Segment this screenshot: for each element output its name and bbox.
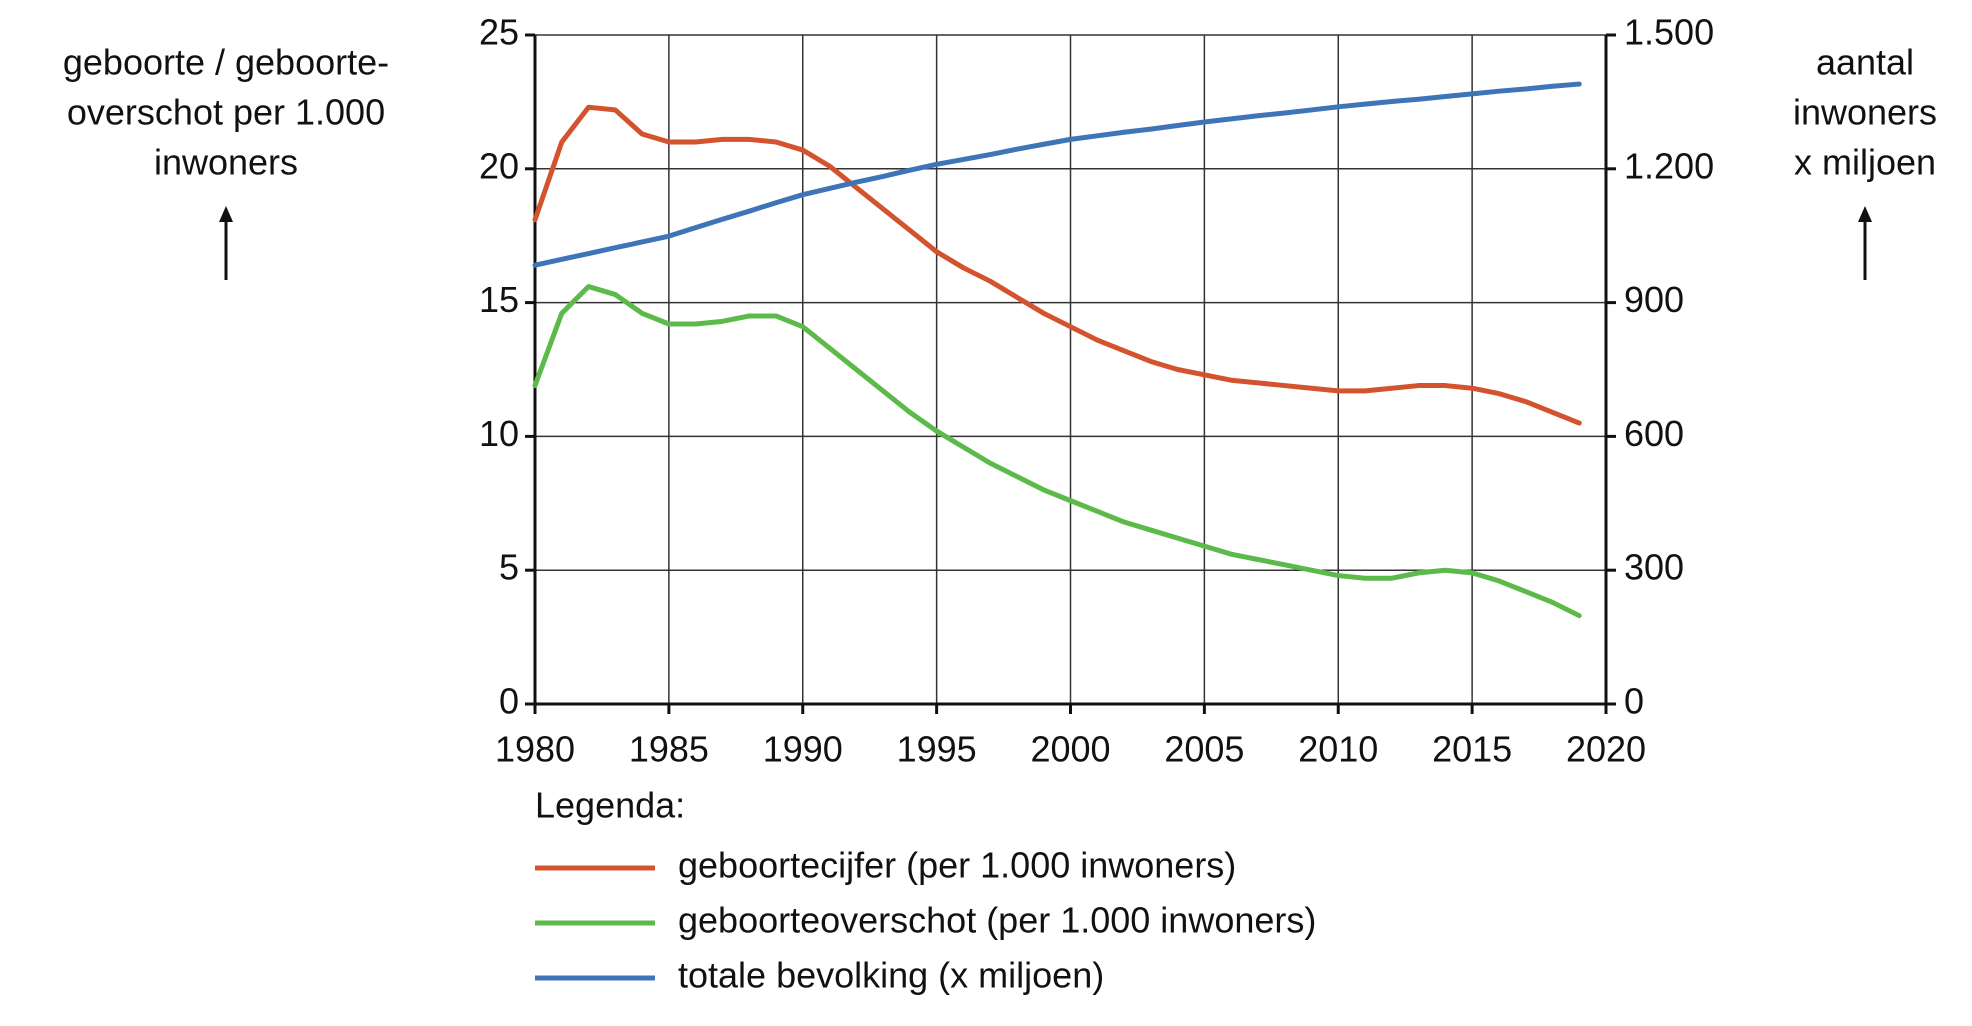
y-axis-label: geboorte / geboorte- — [63, 42, 389, 83]
y2-axis-label: x miljoen — [1794, 142, 1936, 183]
x-tick-label: 1980 — [495, 729, 575, 770]
x-tick-label: 1995 — [897, 729, 977, 770]
x-tick-label: 2005 — [1164, 729, 1244, 770]
x-tick-label: 1990 — [763, 729, 843, 770]
y-tick-label: 0 — [499, 681, 519, 722]
y-tick-label: 25 — [479, 12, 519, 53]
data-line — [532, 81, 1582, 268]
data-line — [532, 284, 1582, 619]
data-line — [532, 104, 1582, 426]
y-tick-label: 10 — [479, 413, 519, 454]
y2-tick-label: 300 — [1624, 547, 1684, 588]
y2-tick-label: 1.200 — [1624, 145, 1714, 186]
y2-tick-label: 900 — [1624, 279, 1684, 320]
y2-tick-label: 0 — [1624, 681, 1644, 722]
legend-label: totale bevolking (x miljoen) — [678, 955, 1104, 996]
y2-tick-label: 1.500 — [1624, 12, 1714, 53]
y2-axis-label: aantal — [1816, 42, 1914, 83]
x-tick-label: 1985 — [629, 729, 709, 770]
x-tick-label: 2010 — [1298, 729, 1378, 770]
x-tick-label: 2000 — [1030, 729, 1110, 770]
legend-label: geboortecijfer (per 1.000 inwoners) — [678, 845, 1236, 886]
arrow-head — [1858, 206, 1872, 222]
y-axis-label: overschot per 1.000 — [67, 92, 385, 133]
y2-axis-label: inwoners — [1793, 92, 1937, 133]
y-tick-label: 15 — [479, 279, 519, 320]
legend-title: Legenda: — [535, 785, 685, 826]
y-tick-label: 20 — [479, 145, 519, 186]
arrow-head — [219, 206, 233, 222]
legend-label: geboorteoverschot (per 1.000 inwoners) — [678, 900, 1316, 941]
y-tick-label: 5 — [499, 547, 519, 588]
y2-tick-label: 600 — [1624, 413, 1684, 454]
x-tick-label: 2015 — [1432, 729, 1512, 770]
x-tick-label: 2020 — [1566, 729, 1646, 770]
y-axis-label: inwoners — [154, 142, 298, 183]
